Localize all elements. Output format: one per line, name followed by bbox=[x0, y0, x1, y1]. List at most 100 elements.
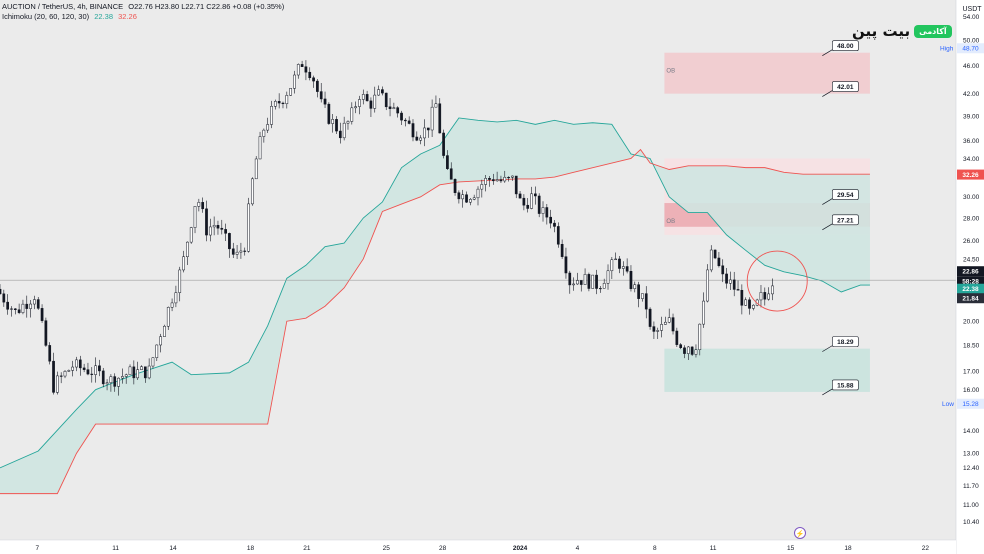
candle-body bbox=[143, 366, 147, 379]
callout-label: 29.54 bbox=[837, 192, 854, 199]
candle-body bbox=[193, 206, 197, 228]
candle-body bbox=[702, 300, 705, 325]
candle-body bbox=[75, 359, 78, 368]
candle-body bbox=[526, 204, 530, 209]
brand-logo-text: بیت پین bbox=[852, 22, 911, 40]
last-price-tag: 22.86 bbox=[962, 269, 979, 276]
candle-body bbox=[648, 308, 652, 327]
price-callout: 29.54 bbox=[822, 189, 859, 205]
candle-body bbox=[522, 197, 526, 206]
candle-body bbox=[13, 308, 17, 310]
candle-body bbox=[744, 299, 748, 306]
candle-body bbox=[599, 288, 602, 290]
candle-body bbox=[335, 119, 338, 132]
candle-body bbox=[671, 317, 675, 332]
candle-body bbox=[729, 279, 732, 284]
price-callout: 18.29 bbox=[822, 336, 859, 352]
candle-body bbox=[94, 365, 97, 375]
candle-body bbox=[266, 124, 270, 131]
price-tick-label: 30.00 bbox=[963, 194, 980, 201]
candle-body bbox=[377, 89, 380, 96]
candle-body bbox=[220, 227, 224, 230]
price-tick-label: 16.00 bbox=[963, 387, 980, 394]
candle-body bbox=[717, 257, 721, 267]
candle-body bbox=[163, 325, 166, 337]
candle-body bbox=[285, 95, 289, 105]
brand-logo: بیت پین آکادمی bbox=[852, 22, 952, 40]
candle-body bbox=[694, 349, 698, 355]
candle-body bbox=[641, 293, 644, 299]
candle-body bbox=[568, 272, 572, 286]
base-line-tag-bg bbox=[957, 293, 984, 304]
price-tick-label: 11.00 bbox=[963, 502, 979, 509]
candles-layer bbox=[0, 60, 774, 396]
candle-body bbox=[740, 289, 744, 306]
candle-body bbox=[170, 302, 174, 308]
time-tick-label: 4 bbox=[576, 545, 580, 552]
candle-body bbox=[105, 382, 109, 385]
candle-body bbox=[461, 194, 465, 200]
time-axis[interactable] bbox=[0, 540, 956, 554]
candle-body bbox=[44, 320, 48, 346]
candle-body bbox=[124, 374, 128, 377]
candle-body bbox=[411, 123, 415, 138]
candle-body bbox=[316, 80, 319, 92]
indicator-legend[interactable]: Ichimoku (20, 60, 120, 30) 22.38 32.26 bbox=[2, 12, 140, 21]
time-tick-label: 18 bbox=[844, 545, 852, 552]
time-tick-label: 2024 bbox=[513, 545, 528, 552]
candle-body bbox=[369, 100, 373, 109]
brand-badge: آکادمی bbox=[914, 24, 952, 38]
candle-body bbox=[40, 308, 44, 321]
candle-body bbox=[495, 179, 499, 182]
candle-body bbox=[59, 375, 63, 377]
price-callout: 15.88 bbox=[822, 379, 859, 396]
price-tick-label: 42.00 bbox=[963, 91, 980, 98]
indicator-value-a: 22.38 bbox=[94, 12, 114, 21]
candle-body bbox=[514, 175, 518, 195]
time-tick-label: 22 bbox=[922, 545, 930, 552]
callout-pointer bbox=[822, 388, 833, 396]
candle-body bbox=[342, 122, 346, 139]
candle-body bbox=[618, 258, 621, 269]
callout-label: 42.01 bbox=[837, 84, 854, 91]
replay-icon[interactable]: ⚡ bbox=[794, 527, 806, 539]
base-line-tag: 21.84 bbox=[962, 296, 979, 303]
callout-pointer bbox=[822, 223, 833, 231]
callout-pointer bbox=[822, 90, 833, 97]
candle-body bbox=[384, 92, 388, 108]
time-tick-label: 25 bbox=[383, 545, 391, 552]
candle-body bbox=[308, 71, 312, 79]
price-callout: 27.21 bbox=[822, 214, 859, 231]
candle-body bbox=[136, 369, 140, 379]
candle-body bbox=[698, 323, 702, 351]
candle-body bbox=[208, 226, 212, 236]
callout-pointer bbox=[822, 345, 833, 352]
candle-body bbox=[541, 207, 545, 214]
low-value: 15.28 bbox=[962, 401, 979, 408]
candle-body bbox=[763, 292, 767, 300]
zone-label: OB bbox=[666, 219, 675, 225]
candle-body bbox=[438, 103, 442, 134]
candle-body bbox=[273, 101, 277, 107]
cloud-fill bbox=[0, 117, 870, 494]
candle-body bbox=[667, 317, 671, 323]
candle-body bbox=[453, 179, 457, 193]
candle-body bbox=[6, 301, 9, 310]
candle-body bbox=[90, 373, 94, 375]
candle-body bbox=[549, 216, 553, 224]
candle-body bbox=[426, 127, 430, 131]
candle-body bbox=[469, 199, 472, 203]
indicator-name: Ichimoku (20, 60, 120, 30) bbox=[2, 12, 90, 21]
symbol-title[interactable]: AUCTION / TetherUS, 4h, BINANCE bbox=[2, 2, 124, 11]
candle-body bbox=[732, 279, 736, 290]
callout-box bbox=[832, 40, 859, 52]
candle-body bbox=[660, 324, 663, 331]
low-value-bg bbox=[957, 398, 984, 409]
price-tick-label: 54.00 bbox=[963, 14, 980, 21]
candle-body bbox=[63, 371, 67, 377]
candle-body bbox=[472, 197, 476, 200]
candle-body bbox=[262, 129, 266, 137]
price-tick-label: 14.00 bbox=[963, 428, 980, 435]
candle-body bbox=[572, 283, 575, 286]
